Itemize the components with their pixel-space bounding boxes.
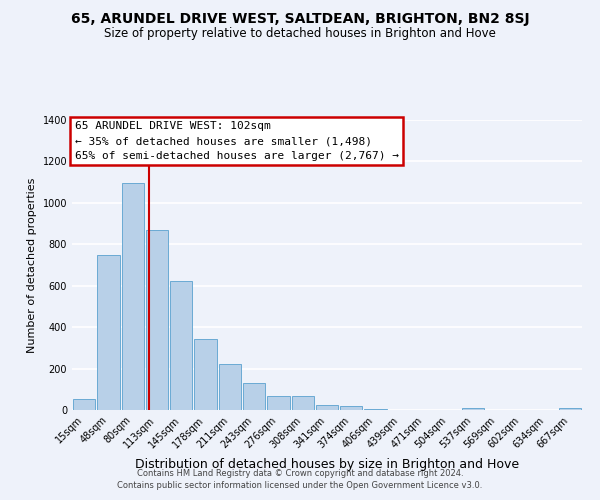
Bar (243, 383, 265, 410)
Bar (340, 406, 362, 410)
Bar (218, 364, 241, 410)
Bar (170, 282, 193, 410)
Bar (73, 399, 95, 410)
Bar (146, 230, 168, 410)
Text: Size of property relative to detached houses in Brighton and Hove: Size of property relative to detached ho… (104, 28, 496, 40)
Bar (97, 255, 119, 410)
Text: 65, ARUNDEL DRIVE WEST, SALTDEAN, BRIGHTON, BN2 8SJ: 65, ARUNDEL DRIVE WEST, SALTDEAN, BRIGHT… (71, 12, 529, 26)
Bar (316, 405, 338, 410)
Bar (194, 338, 217, 410)
Bar (122, 183, 144, 410)
Text: 65 ARUNDEL DRIVE WEST: 102sqm
← 35% of detached houses are smaller (1,498)
65% o: 65 ARUNDEL DRIVE WEST: 102sqm ← 35% of d… (74, 122, 398, 161)
Bar (364, 409, 387, 410)
Y-axis label: Number of detached properties: Number of detached properties (27, 178, 37, 352)
X-axis label: Distribution of detached houses by size in Brighton and Hove: Distribution of detached houses by size … (135, 458, 519, 471)
Text: Contains HM Land Registry data © Crown copyright and database right 2024.: Contains HM Land Registry data © Crown c… (137, 468, 463, 477)
Bar (292, 396, 314, 410)
Text: Contains public sector information licensed under the Open Government Licence v3: Contains public sector information licen… (118, 481, 482, 490)
Bar (461, 408, 484, 410)
Bar (559, 408, 581, 410)
Bar (267, 396, 290, 410)
